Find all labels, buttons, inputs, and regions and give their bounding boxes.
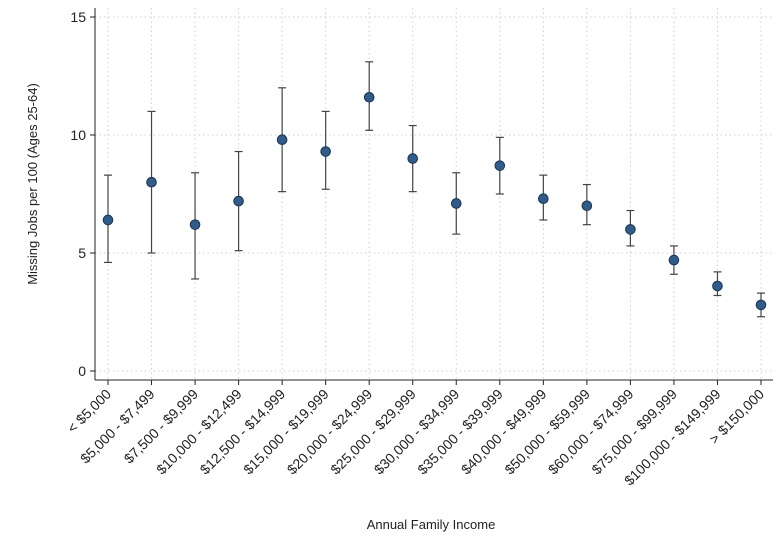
y-tick-label: 5 bbox=[78, 245, 86, 261]
x-tick-label: $7,500 - $9,999 bbox=[121, 386, 202, 467]
x-axis-title: Annual Family Income bbox=[367, 517, 496, 532]
data-point bbox=[146, 176, 157, 188]
y-tick-label: 10 bbox=[70, 127, 86, 143]
data-point bbox=[102, 214, 114, 226]
data-point bbox=[407, 153, 419, 164]
data-point bbox=[450, 198, 462, 209]
y-tick-label: 15 bbox=[70, 9, 86, 25]
x-tick-label: $5,000 - $7,499 bbox=[77, 386, 158, 467]
data-point bbox=[276, 134, 288, 146]
data-point bbox=[189, 219, 201, 230]
data-point bbox=[668, 254, 680, 266]
y-axis-title: Missing Jobs per 100 (Ages 25-64) bbox=[25, 83, 40, 285]
data-point bbox=[538, 193, 549, 205]
data-point bbox=[712, 280, 723, 292]
error-bars bbox=[104, 61, 765, 318]
data-point bbox=[363, 91, 375, 103]
data-point bbox=[625, 224, 636, 235]
data-point bbox=[581, 200, 593, 212]
axes bbox=[94, 8, 773, 381]
x-ticks: < $5,000$5,000 - $7,499$7,500 - $9,999$1… bbox=[64, 380, 767, 489]
data-point bbox=[320, 146, 331, 157]
data-point bbox=[755, 299, 767, 311]
data-point bbox=[233, 195, 244, 207]
y-ticks: 0 5 10 15 bbox=[70, 9, 95, 379]
y-tick-label: 0 bbox=[78, 363, 86, 379]
gridlines bbox=[95, 8, 773, 380]
data-point bbox=[494, 160, 506, 171]
data-points bbox=[102, 91, 767, 311]
